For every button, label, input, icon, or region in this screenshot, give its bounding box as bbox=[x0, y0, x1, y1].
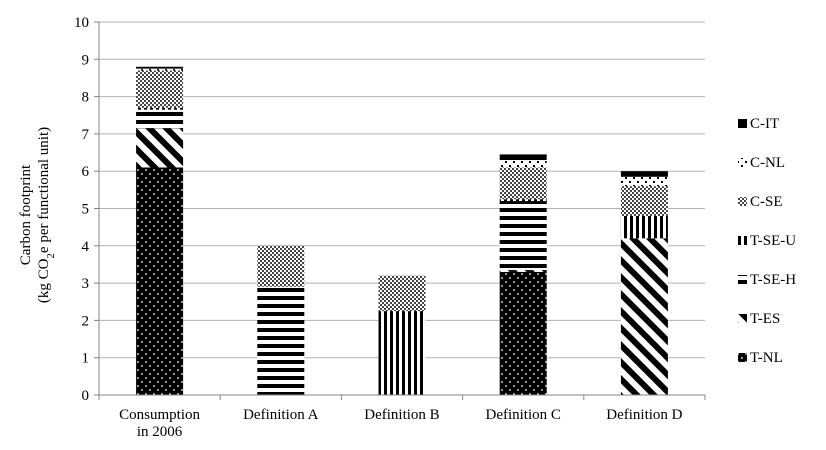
y-tick-label: 10 bbox=[74, 15, 89, 31]
y-tick-label: 2 bbox=[82, 313, 90, 329]
bar-segment-t-es bbox=[136, 128, 184, 168]
bar-segment-c-se bbox=[499, 167, 547, 200]
y-tick-label: 6 bbox=[82, 164, 90, 180]
bar-segment-c-nl bbox=[620, 176, 668, 187]
bar-segment-t-se-h bbox=[257, 286, 305, 395]
legend-label: T-SE-U bbox=[750, 233, 796, 249]
bar-segment-c-it bbox=[620, 171, 668, 177]
x-tick-label: Consumption bbox=[119, 407, 200, 423]
bar-segment-t-es bbox=[499, 270, 547, 272]
legend-swatch-c-nl bbox=[738, 158, 747, 167]
bar-segment-c-nl bbox=[136, 68, 184, 71]
y-axis-title-line2: (kg CO2e per functional unit) bbox=[36, 127, 57, 303]
y-tick-label: 9 bbox=[82, 52, 90, 68]
bar-segment-t-se-u bbox=[136, 107, 184, 110]
legend-label: T-NL bbox=[750, 350, 783, 366]
legend-swatch-c-it bbox=[738, 119, 747, 128]
legend-swatch-t-nl bbox=[738, 353, 747, 362]
legend-swatch-c-se bbox=[738, 197, 747, 206]
bar-segment-c-se bbox=[136, 70, 184, 108]
x-tick-label: Definition A bbox=[243, 407, 319, 423]
y-tick-label: 4 bbox=[82, 239, 90, 255]
legend-swatch-t-es bbox=[738, 314, 747, 323]
x-tick-label: Definition C bbox=[485, 407, 560, 423]
legend-swatch-t-se-u bbox=[738, 236, 747, 245]
y-axis-title-line1: Carbon footprint bbox=[18, 164, 34, 265]
x-tick-label: in 2006 bbox=[137, 424, 183, 440]
bar-segment-c-se bbox=[257, 245, 305, 287]
bar-segment-c-se bbox=[620, 186, 668, 216]
legend-swatch-t-se-h bbox=[738, 275, 747, 284]
legend-label: C-IT bbox=[750, 116, 779, 132]
legend-label: C-NL bbox=[750, 155, 785, 171]
y-axis-title: Carbon footprint (kg CO2e per functional… bbox=[18, 127, 57, 303]
y-tick-label: 8 bbox=[82, 90, 90, 106]
bar-segment-t-es bbox=[620, 238, 668, 395]
bar-segment-c-se bbox=[378, 275, 426, 312]
bar-segment-c-nl bbox=[499, 160, 547, 168]
bar-segment-t-se-u bbox=[620, 215, 668, 239]
gridlines bbox=[99, 21, 705, 359]
bar-segment-c-it bbox=[499, 154, 547, 161]
y-tick-label: 0 bbox=[82, 388, 90, 404]
bar-segment-t-se-h bbox=[136, 109, 184, 129]
y-tick-label: 5 bbox=[82, 202, 90, 218]
x-tick-label: Definition D bbox=[606, 407, 682, 423]
legend: C-IT C-NL C-SE T-SE-U T-SE-H T-ES T-NL bbox=[738, 116, 796, 366]
bar-segment-t-se-u bbox=[378, 311, 426, 395]
axes bbox=[98, 22, 705, 396]
legend-label: T-ES bbox=[750, 311, 780, 327]
legend-label: T-SE-H bbox=[750, 272, 796, 288]
bar-segment-c-it bbox=[136, 66, 184, 69]
y-tick-label: 7 bbox=[82, 127, 90, 143]
y-tick-label: 1 bbox=[82, 351, 90, 367]
y-axis-ticks: 0 1 2 3 4 5 6 7 8 9 10 bbox=[74, 15, 99, 404]
bar-segment-t-se-h bbox=[499, 201, 547, 271]
bar-segment-t-nl bbox=[136, 167, 184, 395]
x-tick-label: Definition B bbox=[364, 407, 439, 423]
bar-stacks bbox=[136, 66, 668, 395]
legend-label: C-SE bbox=[750, 194, 783, 210]
bar-segment-t-nl bbox=[499, 271, 547, 395]
bar-segment-t-se-u bbox=[499, 199, 547, 202]
y-tick-label: 3 bbox=[82, 276, 90, 292]
